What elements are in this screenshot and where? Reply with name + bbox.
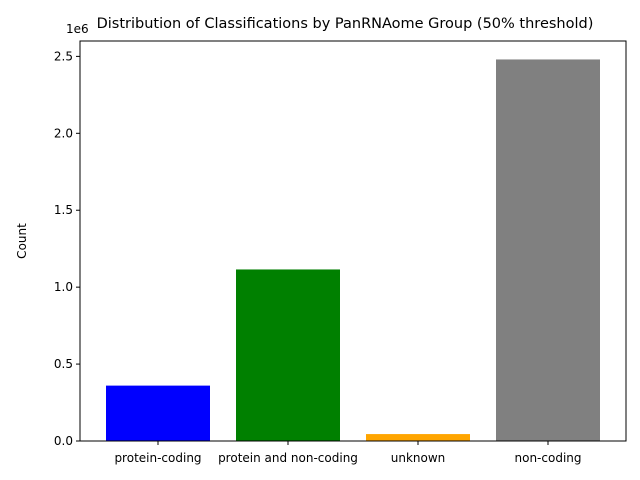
x-tick-label: unknown (391, 451, 446, 465)
y-tick-label: 1.0 (54, 280, 73, 294)
bar-unknown (366, 434, 470, 441)
chart-title: Distribution of Classifications by PanRN… (97, 16, 594, 32)
y-tick-label: 0.5 (54, 357, 73, 371)
bar-protein-and-non-coding (236, 269, 340, 441)
bar-protein-coding (106, 385, 210, 441)
plot-area-frame (79, 40, 627, 442)
y-axis-ticks: 0.0 0.5 1.0 1.5 2.0 2.5 (54, 49, 80, 448)
y-tick-label: 2.5 (54, 49, 73, 63)
y-tick-label: 1.5 (54, 203, 73, 217)
bar-non-coding (496, 59, 600, 441)
y-axis-label: Count (15, 223, 29, 259)
x-axis-ticks: protein-coding protein and non-coding unkn… (114, 441, 582, 465)
y-tick-label: 2.0 (54, 126, 73, 140)
x-tick-label: protein and non-coding (218, 451, 358, 465)
bars-group (106, 59, 600, 441)
y-tick-label: 0.0 (54, 434, 73, 448)
x-tick-label: protein-coding (114, 451, 201, 465)
x-tick-label: non-coding (515, 451, 582, 465)
y-axis-offset-label: 1e6 (66, 22, 89, 36)
